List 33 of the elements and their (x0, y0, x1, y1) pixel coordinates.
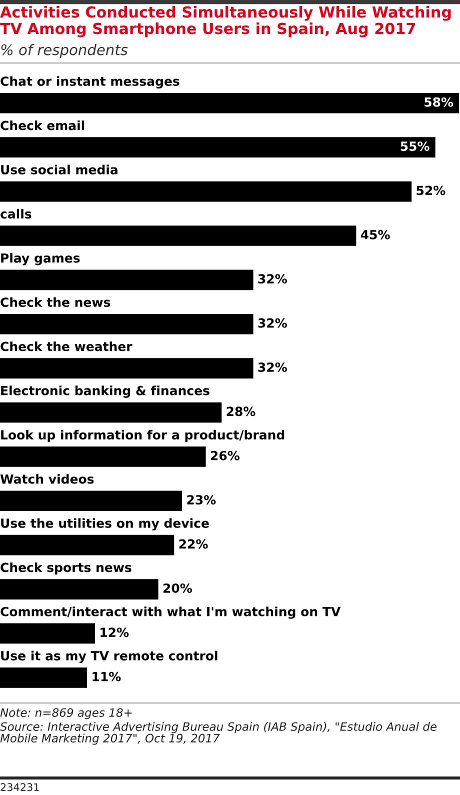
y-tick-label: Electronic banking & finances (1, 386, 210, 398)
data-label: 32% (258, 362, 287, 372)
y-tick-label: Play games (1, 253, 80, 266)
y-tick-label: Chat or instant messages (0, 76, 180, 88)
y-tick-label: Use the utilities on my device (1, 518, 209, 530)
y-tick-label: Check the weather (0, 341, 132, 352)
chart-title: Activities Conducted Simultaneously While Watching TV Among Smartphone Users in Spain, Aug 2017 (0, 6, 451, 38)
text: Note: n=869 ages 18+ (0, 708, 132, 720)
y-tick-label: Check sports news (0, 562, 132, 575)
data-label: 22% (179, 539, 208, 549)
data-label: 12% (100, 628, 129, 638)
data-label: 32% (258, 318, 287, 328)
data-label: 32% (258, 274, 287, 284)
data-label: 45% (360, 230, 390, 240)
data-label: 20% (163, 583, 192, 593)
data-label: 58% (424, 97, 454, 107)
data-label: 52% (416, 186, 446, 196)
data-label: 23% (187, 495, 216, 505)
chart-subtitle: % of respondents (1, 44, 128, 58)
data-label: 28% (226, 406, 256, 416)
source-note: Source: Interactive Advertising Bureau Spain (IAB Spain), "Estudio Anual de Mobile Marketing 2017", Oct 19, 2017 (0, 722, 437, 745)
data-label: 11% (92, 672, 121, 682)
data-label: 55% (400, 142, 430, 151)
y-tick-label: Look up information for a product/brand (1, 430, 284, 442)
y-tick-label: Check the news (0, 297, 110, 307)
y-tick-label: Use it as my TV remote control (1, 650, 218, 663)
data-label: 26% (210, 450, 240, 460)
y-tick-label: calls (0, 208, 32, 219)
y-tick-label: Use social media (1, 164, 118, 174)
y-tick-label: Check email (0, 120, 84, 130)
y-tick-label: Watch videos (0, 474, 94, 484)
text: 234231 (0, 783, 39, 792)
y-tick-label: Comment/interact with what I'm watching on TV (0, 606, 341, 619)
